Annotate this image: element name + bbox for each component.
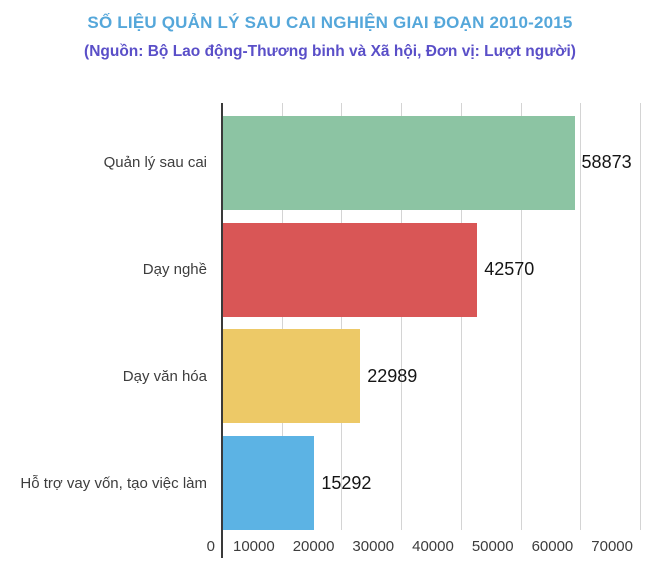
chart-title: SỐ LIỆU QUẢN LÝ SAU CAI NGHIỆN GIAI ĐOẠN… — [87, 13, 573, 32]
value-label: 58873 — [581, 152, 632, 173]
x-axis-tick-label: 50000 — [471, 538, 514, 555]
category-label: Dạy nghề — [142, 261, 207, 278]
bar — [223, 436, 315, 530]
chart-subtitle: (Nguồn: Bộ Lao động-Thương binh và Xã hộ… — [84, 43, 576, 60]
category-label: Quản lý sau cai — [103, 154, 207, 172]
gridline — [640, 103, 641, 530]
x-axis-tick-label: 70000 — [591, 538, 633, 555]
gridline — [520, 103, 522, 530]
x-axis-tick-label: 40000 — [412, 538, 454, 555]
x-axis-tick-label: 30000 — [352, 538, 395, 555]
category-label: Hỗ trợ vay vốn, tạo việc làm — [20, 474, 207, 492]
bar — [223, 329, 361, 424]
gridline — [460, 103, 462, 530]
bar — [223, 115, 575, 210]
gridline — [401, 103, 403, 530]
value-label: 15292 — [321, 472, 372, 493]
gridline — [580, 103, 582, 530]
x-axis-tick-label: 0 — [206, 538, 215, 555]
gridline — [281, 103, 283, 530]
y-axis-line — [221, 103, 223, 558]
x-axis-tick-label: 10000 — [232, 538, 275, 555]
category-label: Dạy văn hóa — [122, 367, 207, 385]
bar — [223, 222, 478, 317]
x-axis-tick-label: 20000 — [292, 538, 335, 555]
value-label: 42570 — [484, 259, 535, 279]
gridline — [341, 103, 343, 530]
x-axis-tick-label: 60000 — [531, 538, 574, 555]
value-label: 22989 — [367, 365, 418, 386]
